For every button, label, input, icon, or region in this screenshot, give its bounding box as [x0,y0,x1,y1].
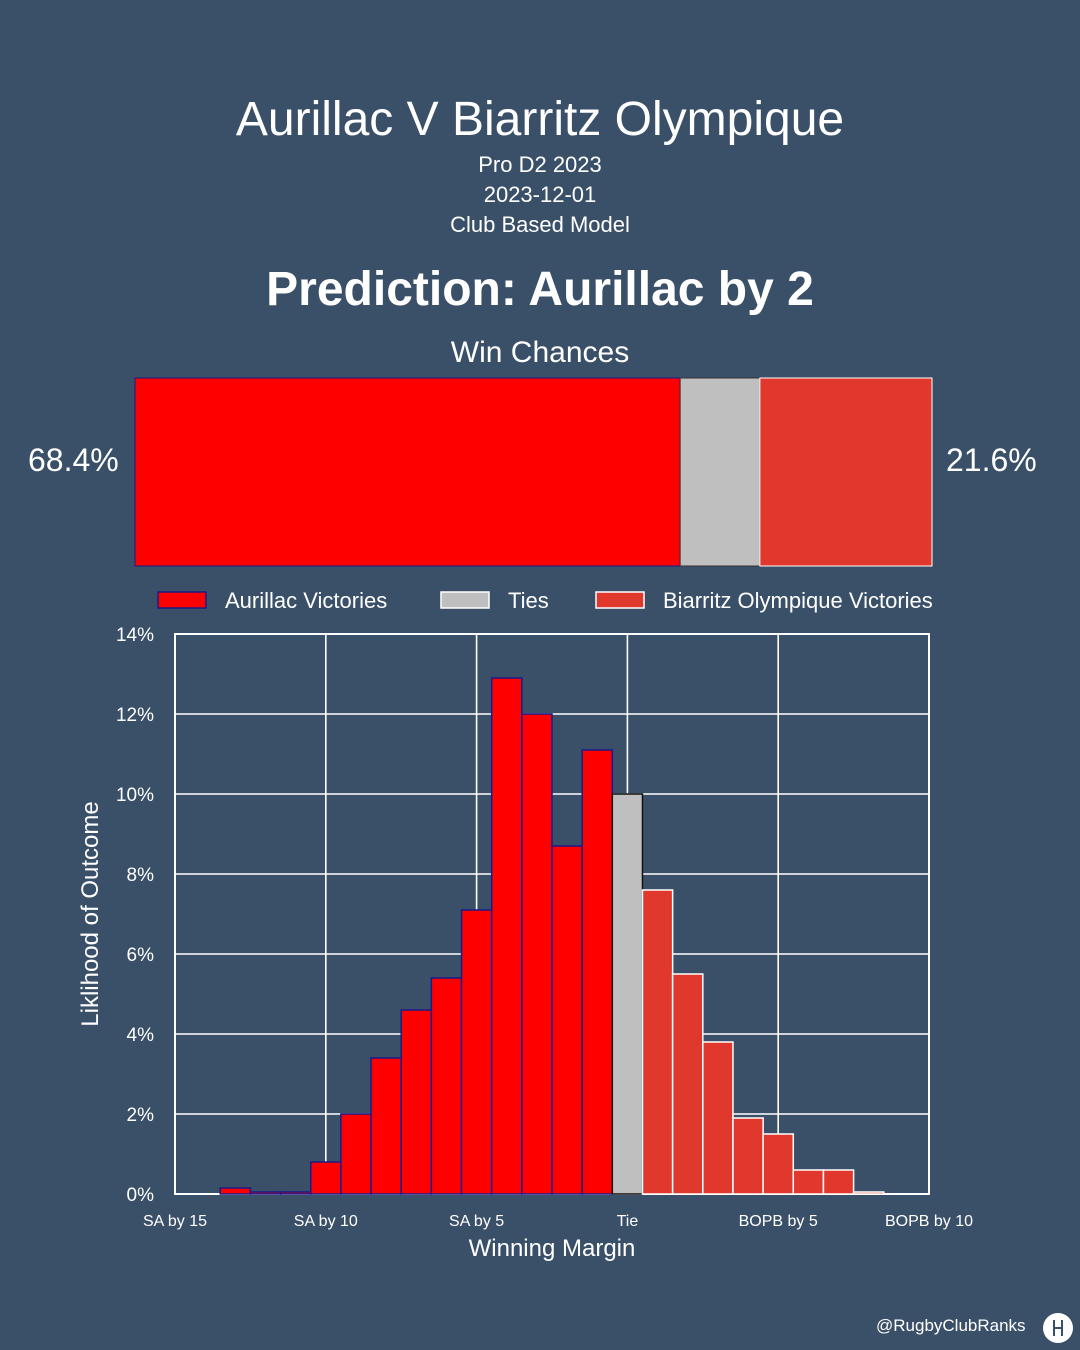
histogram-bar [671,973,704,1195]
histogram-bar [732,1117,764,1195]
x-tick-label: BOPB by 10 [885,1213,973,1230]
legend-tie-swatch [440,591,490,609]
match-date: 2023-12-01 [483,182,597,207]
legend-tie-label: Ties [508,588,549,613]
histogram-bar [822,1169,855,1195]
histogram-bar [792,1169,825,1195]
y-tick-label: 10% [116,785,154,806]
y-tick-label: 0% [127,1185,155,1206]
histogram-bar [490,677,523,1195]
y-axis-label: Liklihood of Outcome [77,801,104,1026]
legend-home-label: Aurillac Victories [225,588,387,613]
histogram-bar [702,1041,734,1195]
histogram-bar [340,1113,372,1195]
histogram-bar [762,1133,795,1195]
margin-histogram: 0% 2% 4% 6% 8% 10% 12% 14% SA by 15 SA by 10 SA by… [77,625,973,1262]
prediction-headline: Prediction: Aurillac by 2 [266,263,814,316]
x-tick-label: SA by 5 [449,1213,504,1230]
x-axis-label: Winning Margin [469,1235,636,1262]
home-win-percentage: 68.4% [28,442,119,478]
x-tick-label: Tie [617,1213,639,1230]
model-label: Club Based Model [450,212,630,237]
legend-away-swatch [595,591,645,609]
win-bar-home [134,377,681,567]
match-title: Aurillac V Biarritz Olympique [235,93,845,146]
histogram-bar [521,713,553,1195]
y-tick-label: 2% [127,1105,155,1126]
histogram-bar [611,793,644,1195]
histogram-bar [279,1191,312,1195]
y-tick-label: 8% [127,865,155,886]
legend-home-swatch [157,591,207,609]
histogram-bar [309,1161,342,1195]
histogram-bar [641,889,674,1195]
histogram-bar [581,749,614,1195]
histogram-bar [219,1187,252,1195]
x-tick-label: SA by 10 [294,1213,358,1230]
y-tick-label: 4% [127,1025,155,1046]
histogram-bar [551,845,583,1195]
win-chances-title: Win Chances [450,336,630,369]
legend: Aurillac Victories Ties Biarritz Olympique… [157,588,933,613]
histogram-bar [249,1191,282,1195]
win-chances-bar [134,377,933,567]
histogram-bar [852,1191,885,1195]
y-tick-label: 12% [116,705,154,726]
legend-away-label: Biarritz Olympique Victories [663,588,933,613]
y-tick-label: 14% [116,625,154,646]
histogram-bar [400,1009,433,1195]
x-tick-label: SA by 15 [143,1213,207,1230]
histogram-bar [460,909,493,1195]
twitter-handle: @RugbyClubRanks [876,1316,1026,1335]
x-tick-label: BOPB by 5 [739,1213,818,1230]
histogram-bar [430,977,463,1195]
win-bar-away [759,377,933,567]
win-bar-tie [679,377,761,567]
away-win-percentage: 21.6% [946,442,1037,478]
logo-icon [1043,1313,1073,1343]
histogram-bar [370,1057,402,1195]
y-tick-label: 6% [127,945,155,966]
league-label: Pro D2 2023 [478,152,602,177]
